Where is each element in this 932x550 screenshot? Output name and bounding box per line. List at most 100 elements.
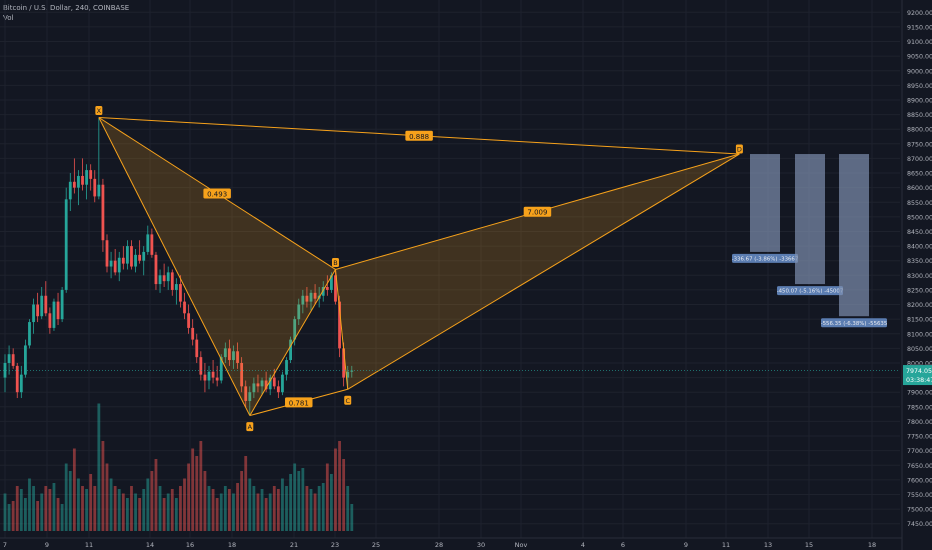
volume-bar — [113, 486, 117, 531]
candle-body — [170, 272, 174, 290]
volume-bar — [215, 498, 219, 531]
price-tick-label: 9200.00 — [907, 10, 932, 17]
volume-bar — [228, 489, 231, 531]
candle-body — [97, 184, 101, 197]
volume-bar — [19, 489, 23, 531]
volume-bar — [158, 486, 162, 531]
ratio-label: 0.888 — [409, 133, 429, 141]
volume-bar — [126, 498, 129, 531]
candle-body — [272, 377, 276, 387]
candle-body — [134, 254, 137, 267]
candle-body — [52, 301, 56, 328]
candle-body — [232, 351, 235, 361]
candle-body — [350, 370, 354, 372]
volume-bar — [256, 493, 260, 531]
volume-bar — [56, 498, 60, 531]
candle-body — [183, 301, 186, 314]
volume-bar — [191, 448, 195, 531]
candle-body — [130, 246, 133, 267]
volume-bar — [36, 501, 40, 531]
time-tick-label: 13 — [764, 541, 772, 549]
candle-body — [195, 339, 199, 358]
price-tick-label: 9050.00 — [907, 54, 932, 61]
candle-body — [330, 275, 333, 290]
volume-bar — [207, 486, 211, 531]
price-axis-bg — [902, 0, 932, 550]
volume-bar — [264, 498, 268, 531]
candle-body — [199, 357, 203, 375]
time-tick-label: 6 — [621, 541, 625, 549]
candle-body — [228, 348, 231, 361]
volume-bar — [11, 501, 15, 531]
candle-body — [215, 377, 219, 381]
price-tick-label: 8800.00 — [907, 127, 932, 134]
candle-body — [44, 295, 48, 314]
volume-bar — [276, 489, 280, 531]
volume-bar — [219, 493, 223, 531]
projection-label: -556.35 (-6.38%) -55635 — [821, 321, 888, 327]
chart-legend: Bitcoin / U.S. Dollar, 240, COINBASE Vol — [3, 3, 129, 23]
volume-bar — [64, 463, 68, 531]
time-tick-label: 11 — [85, 541, 93, 549]
current-price-label: 7974.05 — [906, 368, 932, 375]
candle-body — [40, 295, 44, 317]
candle-body — [289, 339, 292, 361]
volume-bar — [130, 486, 133, 531]
price-tick-label: 7450.00 — [907, 521, 932, 528]
candle-body — [93, 178, 97, 197]
time-tick-label: 30 — [477, 541, 485, 549]
candle-body — [321, 286, 325, 296]
volume-bar — [93, 486, 97, 531]
price-tick-label: 8450.00 — [907, 229, 932, 236]
volume-bar — [346, 486, 350, 531]
volume-bar — [289, 474, 292, 531]
volume-bar — [199, 441, 203, 531]
point-label: D — [737, 146, 742, 154]
price-tick-label: 8750.00 — [907, 141, 932, 148]
candle-body — [219, 357, 223, 381]
volume-bar — [252, 486, 256, 531]
volume-bar — [232, 493, 235, 531]
candle-body — [162, 275, 166, 282]
candle-body — [346, 371, 350, 378]
volume-label: Vol — [3, 14, 14, 22]
volume-bar — [117, 489, 121, 531]
price-tick-label: 8200.00 — [907, 302, 932, 309]
candle-body — [256, 383, 260, 387]
point-badge — [344, 395, 352, 405]
volume-bar — [174, 498, 178, 531]
time-tick-label: 15 — [805, 541, 813, 549]
projection-box[interactable] — [750, 154, 780, 252]
volume-bar — [121, 493, 125, 531]
candle-body — [285, 360, 288, 375]
candle-body — [252, 383, 256, 393]
projection-badge — [821, 318, 887, 328]
projection-box[interactable] — [795, 154, 825, 285]
pattern-xab-fill — [98, 117, 336, 416]
candle-body — [268, 377, 272, 390]
volume-bar — [301, 468, 305, 531]
price-tick-label: 8900.00 — [907, 97, 932, 104]
price-tick-label: 8850.00 — [907, 112, 932, 119]
price-tick-label: 8050.00 — [907, 346, 932, 353]
volume-bar — [211, 489, 215, 531]
candle-body — [3, 362, 7, 378]
volume-bar — [109, 478, 113, 531]
volume-bar — [28, 478, 31, 531]
projection-label: -450.07 (-5.16%) -45007 — [777, 289, 844, 295]
price-tick-label: 8950.00 — [907, 83, 932, 90]
volume-bar — [44, 486, 48, 531]
volume-bar — [248, 478, 252, 531]
volume-bar — [260, 489, 264, 531]
point-badge — [331, 257, 339, 267]
candle-body — [105, 240, 109, 267]
candle-body — [60, 289, 64, 320]
pattern-line — [334, 269, 349, 390]
price-tick-label: 7750.00 — [907, 434, 932, 441]
candle-body — [28, 322, 31, 346]
countdown-label: 03:38:47 — [906, 377, 932, 384]
candle-body — [297, 304, 301, 320]
time-tick-label: 16 — [186, 541, 194, 549]
projection-box[interactable] — [839, 154, 869, 317]
